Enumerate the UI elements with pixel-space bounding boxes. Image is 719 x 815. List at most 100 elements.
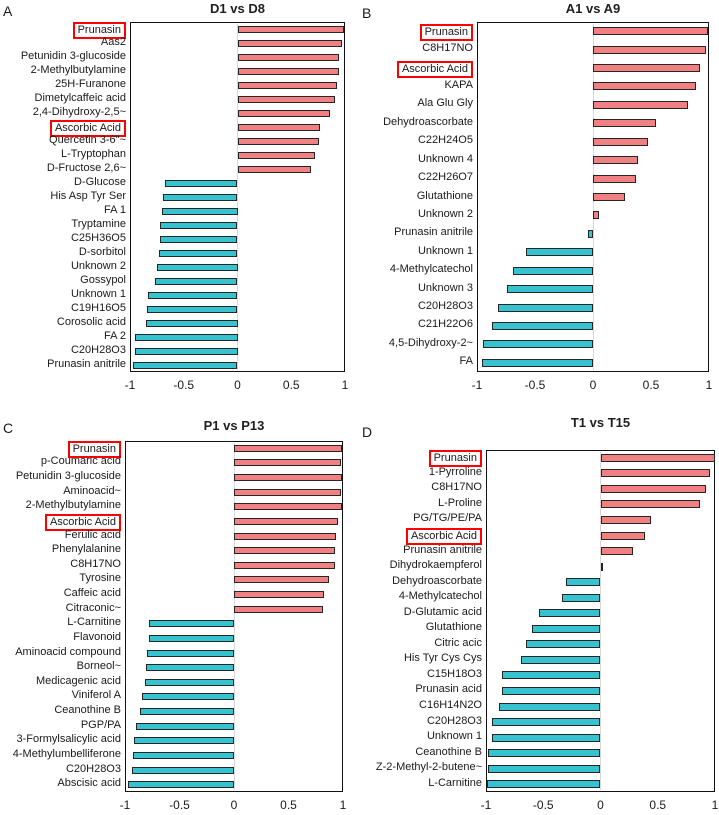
bar-negative [159,249,238,257]
bar-negative [526,640,601,649]
highlight-box: Prunasin [419,23,473,41]
category-label: PG/TG/PE/PA [413,512,482,525]
highlight-box: Ascorbic Acid [49,119,126,137]
bar-positive [234,444,342,452]
category-label: C8H17NO [431,481,482,494]
bar-negative [148,620,234,628]
bar-positive [593,100,689,109]
x-tick-label: -1 [471,378,483,392]
bar-positive [600,531,646,540]
x-tick-label: 0 [597,798,604,812]
bar-positive [593,27,708,36]
category-label: Unknown 2 [417,207,473,220]
bar-negative [481,358,593,367]
category-label: Unknown 3 [417,281,473,294]
bar-positive [600,547,633,556]
highlight-box: Prunasin [67,440,121,458]
category-label: Ascorbic Acid [0,119,126,137]
category-label: Petunidin 3-glucoside [20,49,126,62]
bar-negative [497,303,593,312]
bar-positive [234,474,342,482]
category-label: L-Carnitine [67,616,121,629]
x-tick-label: 0 [234,378,241,392]
bar-negative [521,655,601,664]
bar-positive [234,532,337,540]
category-label: C22H24O5 [417,134,473,147]
category-label: 4-Methylumbelliferone [12,747,121,760]
bar-negative [162,207,238,215]
category-label: Z-2-Methyl-2-butene~ [375,761,482,774]
bar-negative [491,718,601,727]
bar-negative [132,751,234,759]
x-tick-label: -0.5 [169,798,190,812]
bar-negative [135,333,238,341]
x-tick-label: 1 [341,378,349,392]
bar-negative [512,266,593,275]
bar-positive [237,39,342,47]
category-label: 2,4-Dihydroxy-2,5~ [32,105,126,118]
bar-positive [593,193,626,201]
bar-positive [234,561,336,569]
bar-negative [146,319,238,327]
bar-negative [507,285,593,294]
bar-negative [131,766,234,774]
category-label: Unknown 1 [417,244,473,257]
bar-negative [140,708,234,716]
category-label: C8H17NO [70,557,121,570]
zero-gridline [237,24,238,370]
highlight-box: Prunasin [72,21,126,39]
plot-box-d [486,450,715,792]
panel-letter-a: A [3,3,13,19]
category-label: D-Glucose [74,175,126,188]
bar-positive [237,53,339,61]
x-tick-label: 1 [339,798,347,812]
category-label: KAPA [444,78,473,91]
category-label: C20H28O3 [70,343,126,356]
category-label: Prunasin acid [415,683,482,696]
bar-positive [237,137,320,145]
category-label: 2-Methylbutylamine [25,499,121,512]
category-label: Caffeic acid [63,587,121,600]
bar-positive [234,576,329,584]
bar-negative [487,780,601,789]
x-tick-label: -1 [480,798,492,812]
bar-positive [234,517,338,525]
bar-positive [600,453,715,462]
category-label: C25H36O5 [70,231,126,244]
bar-negative [128,781,234,789]
category-label: FA [459,355,473,368]
x-tick-label: 0.5 [649,798,667,812]
category-label: Ala Glu Gly [417,97,473,110]
bar-negative [491,733,601,742]
x-tick-label: -0.5 [173,378,195,392]
category-label: Unknown 1 [426,730,482,743]
category-label: Phenylalanine [51,543,121,556]
category-label: C16H14N2O [419,699,482,711]
bar-positive [237,109,330,117]
plot-box-b [477,22,709,372]
category-label: PGP/PA [80,718,121,731]
x-tick-label: 0 [230,798,238,812]
category-label: 4,5-Dihydroxy-2~ [388,336,473,349]
category-label: Aas2 [100,35,126,48]
bar-positive [600,515,651,524]
bar-positive [234,547,336,555]
bar-positive [234,503,342,511]
bar-negative [498,702,601,711]
category-label: Ascorbic Acid [0,513,121,531]
bar-negative [156,263,238,271]
category-label: Ascorbic Acid [312,528,482,545]
category-label: Prunasin [0,440,121,458]
bar-positive [600,562,603,571]
bar-positive [234,605,324,613]
panel-title-b: A1 vs A9 [565,1,621,16]
category-label: Ceanothine B [54,704,121,717]
panel-title-c: P1 vs P13 [203,418,265,433]
category-label: Quercetin 3-6"~ [49,133,126,146]
bar-negative [502,686,601,695]
bar-negative [142,693,234,701]
category-label: 3-Formylsalicylic acid [16,733,121,746]
bar-positive [600,500,701,509]
bar-positive [593,174,636,183]
